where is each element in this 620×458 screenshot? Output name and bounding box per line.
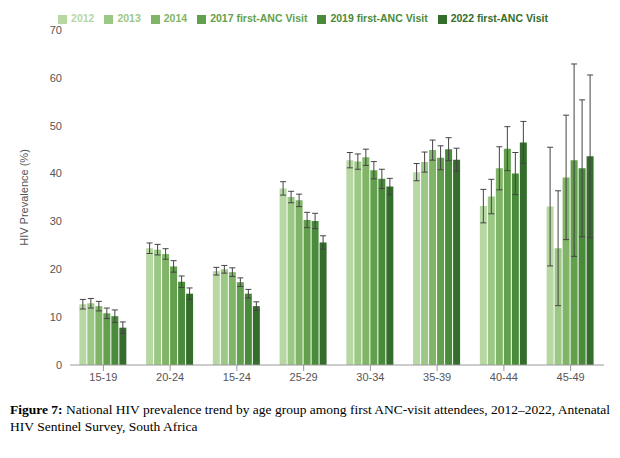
svg-text:20-24: 20-24 (156, 371, 184, 383)
svg-text:50: 50 (50, 120, 62, 132)
svg-text:15-19: 15-19 (89, 371, 117, 383)
svg-text:30-34: 30-34 (356, 371, 384, 383)
svg-text:40: 40 (50, 167, 62, 179)
svg-text:15-24: 15-24 (223, 371, 251, 383)
svg-text:25-29: 25-29 (290, 371, 318, 383)
html-text:2022 first-ANC Visit: 2022 first-ANC Visit (450, 12, 548, 24)
html-text:Figure 7: National HIV prevale: Figure 7: National HIV prevalence trend … (10, 402, 611, 434)
svg-text:10: 10 (50, 311, 62, 323)
svg-text:HIV Prevalence (%): HIV Prevalence (%) (18, 149, 30, 246)
html-text:2019 first-ANC Visit: 2019 first-ANC Visit (330, 12, 428, 24)
svg-text:0: 0 (56, 359, 62, 371)
html-text:2013: 2013 (117, 12, 141, 24)
svg-text:20: 20 (50, 263, 62, 275)
svg-text:40-44: 40-44 (490, 371, 518, 383)
html-text:2012: 2012 (71, 12, 95, 24)
html-text:2017 first-ANC Visit: 2017 first-ANC Visit (210, 12, 308, 24)
svg-text:70: 70 (50, 24, 62, 36)
svg-text:45-49: 45-49 (557, 371, 585, 383)
svg-text:35-39: 35-39 (423, 371, 451, 383)
html-text:2014: 2014 (163, 12, 188, 24)
svg-text:30: 30 (50, 215, 62, 227)
svg-text:60: 60 (50, 72, 62, 84)
